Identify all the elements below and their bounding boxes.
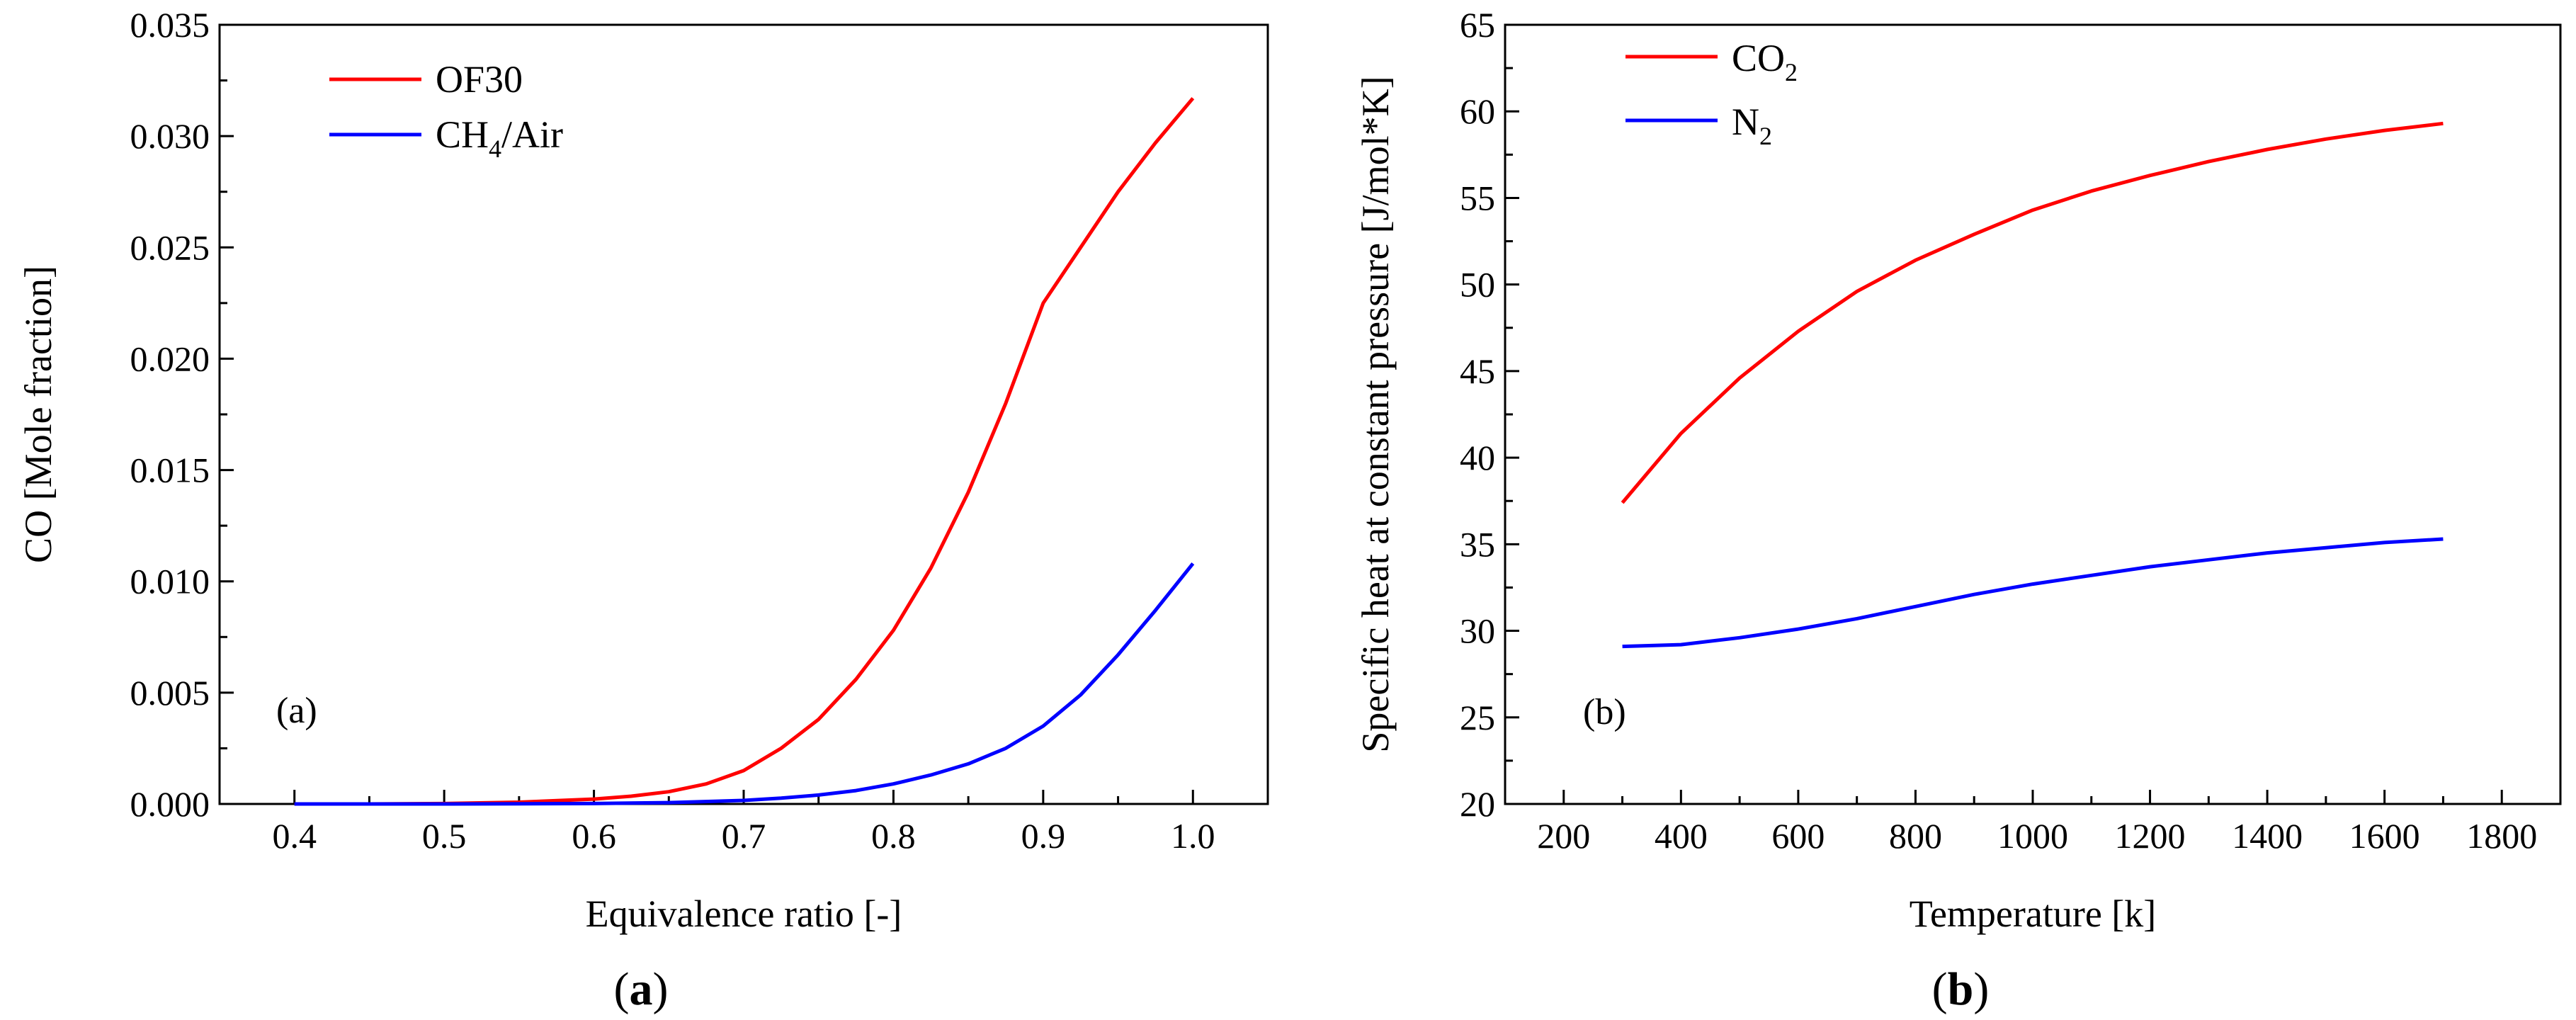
series-line-of30 [294, 97, 1195, 806]
series-line-n2 [1622, 537, 2444, 649]
series-line-co2 [1621, 121, 2444, 504]
x-tick-label: 1600 [2349, 816, 2420, 856]
caption-a-letter: a [630, 963, 653, 1015]
legend-label-tail: /Air [501, 113, 563, 156]
legend-label-co2: CO2 [1732, 37, 1798, 86]
y-tick-label: 65 [1460, 5, 1495, 45]
x-tick-label: 800 [1889, 816, 1942, 856]
panel-a-ticks: 0.4 0.5 0.6 0.7 0.8 0.9 1.0 0.000 0.005 0.010 0.01… [130, 5, 1215, 856]
x-tick-label: 400 [1655, 816, 1708, 856]
panel-b-legend: CO2 N2 [1625, 37, 1798, 150]
y-tick-label: 25 [1460, 698, 1495, 737]
panel-b-panel-label: (b) [1583, 692, 1626, 732]
panel-a-chart: 0.4 0.5 0.6 0.7 0.8 0.9 1.0 0.000 0.005 0.010 0.01… [17, 5, 1269, 935]
caption-a: (a) [614, 963, 669, 1015]
y-tick-label: 0.035 [130, 5, 210, 45]
x-tick-label: 600 [1771, 816, 1825, 856]
y-tick-label: 60 [1460, 91, 1495, 131]
panel-b-y-axis-title: Specific heat at constant pressure [J/mo… [1354, 76, 1397, 752]
x-tick-label: 1200 [2115, 816, 2186, 856]
x-tick-label: 0.7 [722, 816, 766, 856]
x-tick-label: 1800 [2466, 816, 2537, 856]
panel-a-legend: OF30 CH4/Air [329, 58, 563, 163]
panel-b-ticks: 200 400 600 800 1000 1200 1400 1600 1800 20 25 30 35… [1460, 5, 2537, 856]
y-tick-label: 35 [1460, 524, 1495, 564]
caption-b: (b) [1932, 963, 1990, 1015]
legend-label-main: CH [436, 113, 489, 156]
panel-a-series [294, 97, 1195, 806]
panel-b-x-axis-title: Temperature [k] [1910, 892, 2157, 935]
x-tick-label: 1.0 [1171, 816, 1215, 856]
legend-label-main: N [1732, 101, 1759, 143]
legend-label-subscript: 2 [1785, 58, 1798, 86]
panel-b-plot-frame [1504, 23, 2562, 805]
x-tick-label: 0.8 [871, 816, 916, 856]
y-tick-label: 30 [1460, 611, 1495, 651]
y-tick-label: 40 [1460, 438, 1495, 477]
x-tick-label: 1400 [2232, 816, 2303, 856]
caption-a-close: ) [653, 963, 669, 1015]
y-tick-label: 20 [1460, 784, 1495, 824]
y-tick-label: 0.005 [130, 673, 210, 713]
y-tick-label: 45 [1460, 351, 1495, 391]
y-tick-label: 0.025 [130, 227, 210, 267]
caption-b-close: ) [1973, 963, 1989, 1015]
y-tick-label: 50 [1460, 265, 1495, 305]
panel-a-x-axis-title: Equivalence ratio [-] [586, 892, 902, 935]
legend-label-subscript: 4 [489, 135, 501, 163]
legend-label-main: OF30 [436, 58, 523, 101]
panel-b-series [1621, 121, 2444, 649]
y-tick-label: 55 [1460, 178, 1495, 217]
y-tick-label: 0.020 [130, 339, 210, 378]
x-tick-label: 200 [1537, 816, 1590, 856]
legend-label-subscript: 2 [1759, 122, 1772, 150]
caption-b-open: ( [1932, 963, 1948, 1015]
y-tick-label: 0.030 [130, 116, 210, 156]
legend-label-ch4-air: CH4/Air [436, 113, 563, 163]
legend-label-main: CO [1732, 37, 1785, 79]
y-tick-label: 0.000 [130, 784, 210, 824]
panel-b-chart: 200 400 600 800 1000 1200 1400 1600 1800 20 25 30 35… [1354, 5, 2562, 935]
legend-label-n2: N2 [1732, 101, 1772, 150]
y-tick-label: 0.015 [130, 450, 210, 490]
caption-a-open: ( [614, 963, 630, 1015]
caption-b-letter: b [1948, 963, 1974, 1015]
x-tick-label: 0.9 [1021, 816, 1066, 856]
x-tick-label: 1000 [1997, 816, 2068, 856]
x-tick-label: 0.5 [422, 816, 467, 856]
panel-a-panel-label: (a) [276, 691, 317, 731]
x-tick-label: 0.4 [272, 816, 317, 856]
x-tick-label: 0.6 [572, 816, 616, 856]
legend-label-of30: OF30 [436, 58, 523, 101]
panel-a-y-axis-title: CO [Mole fraction] [17, 266, 59, 563]
series-line-ch4-air [294, 562, 1195, 806]
y-tick-label: 0.010 [130, 562, 210, 601]
panel-a-plot-frame [218, 23, 1269, 805]
